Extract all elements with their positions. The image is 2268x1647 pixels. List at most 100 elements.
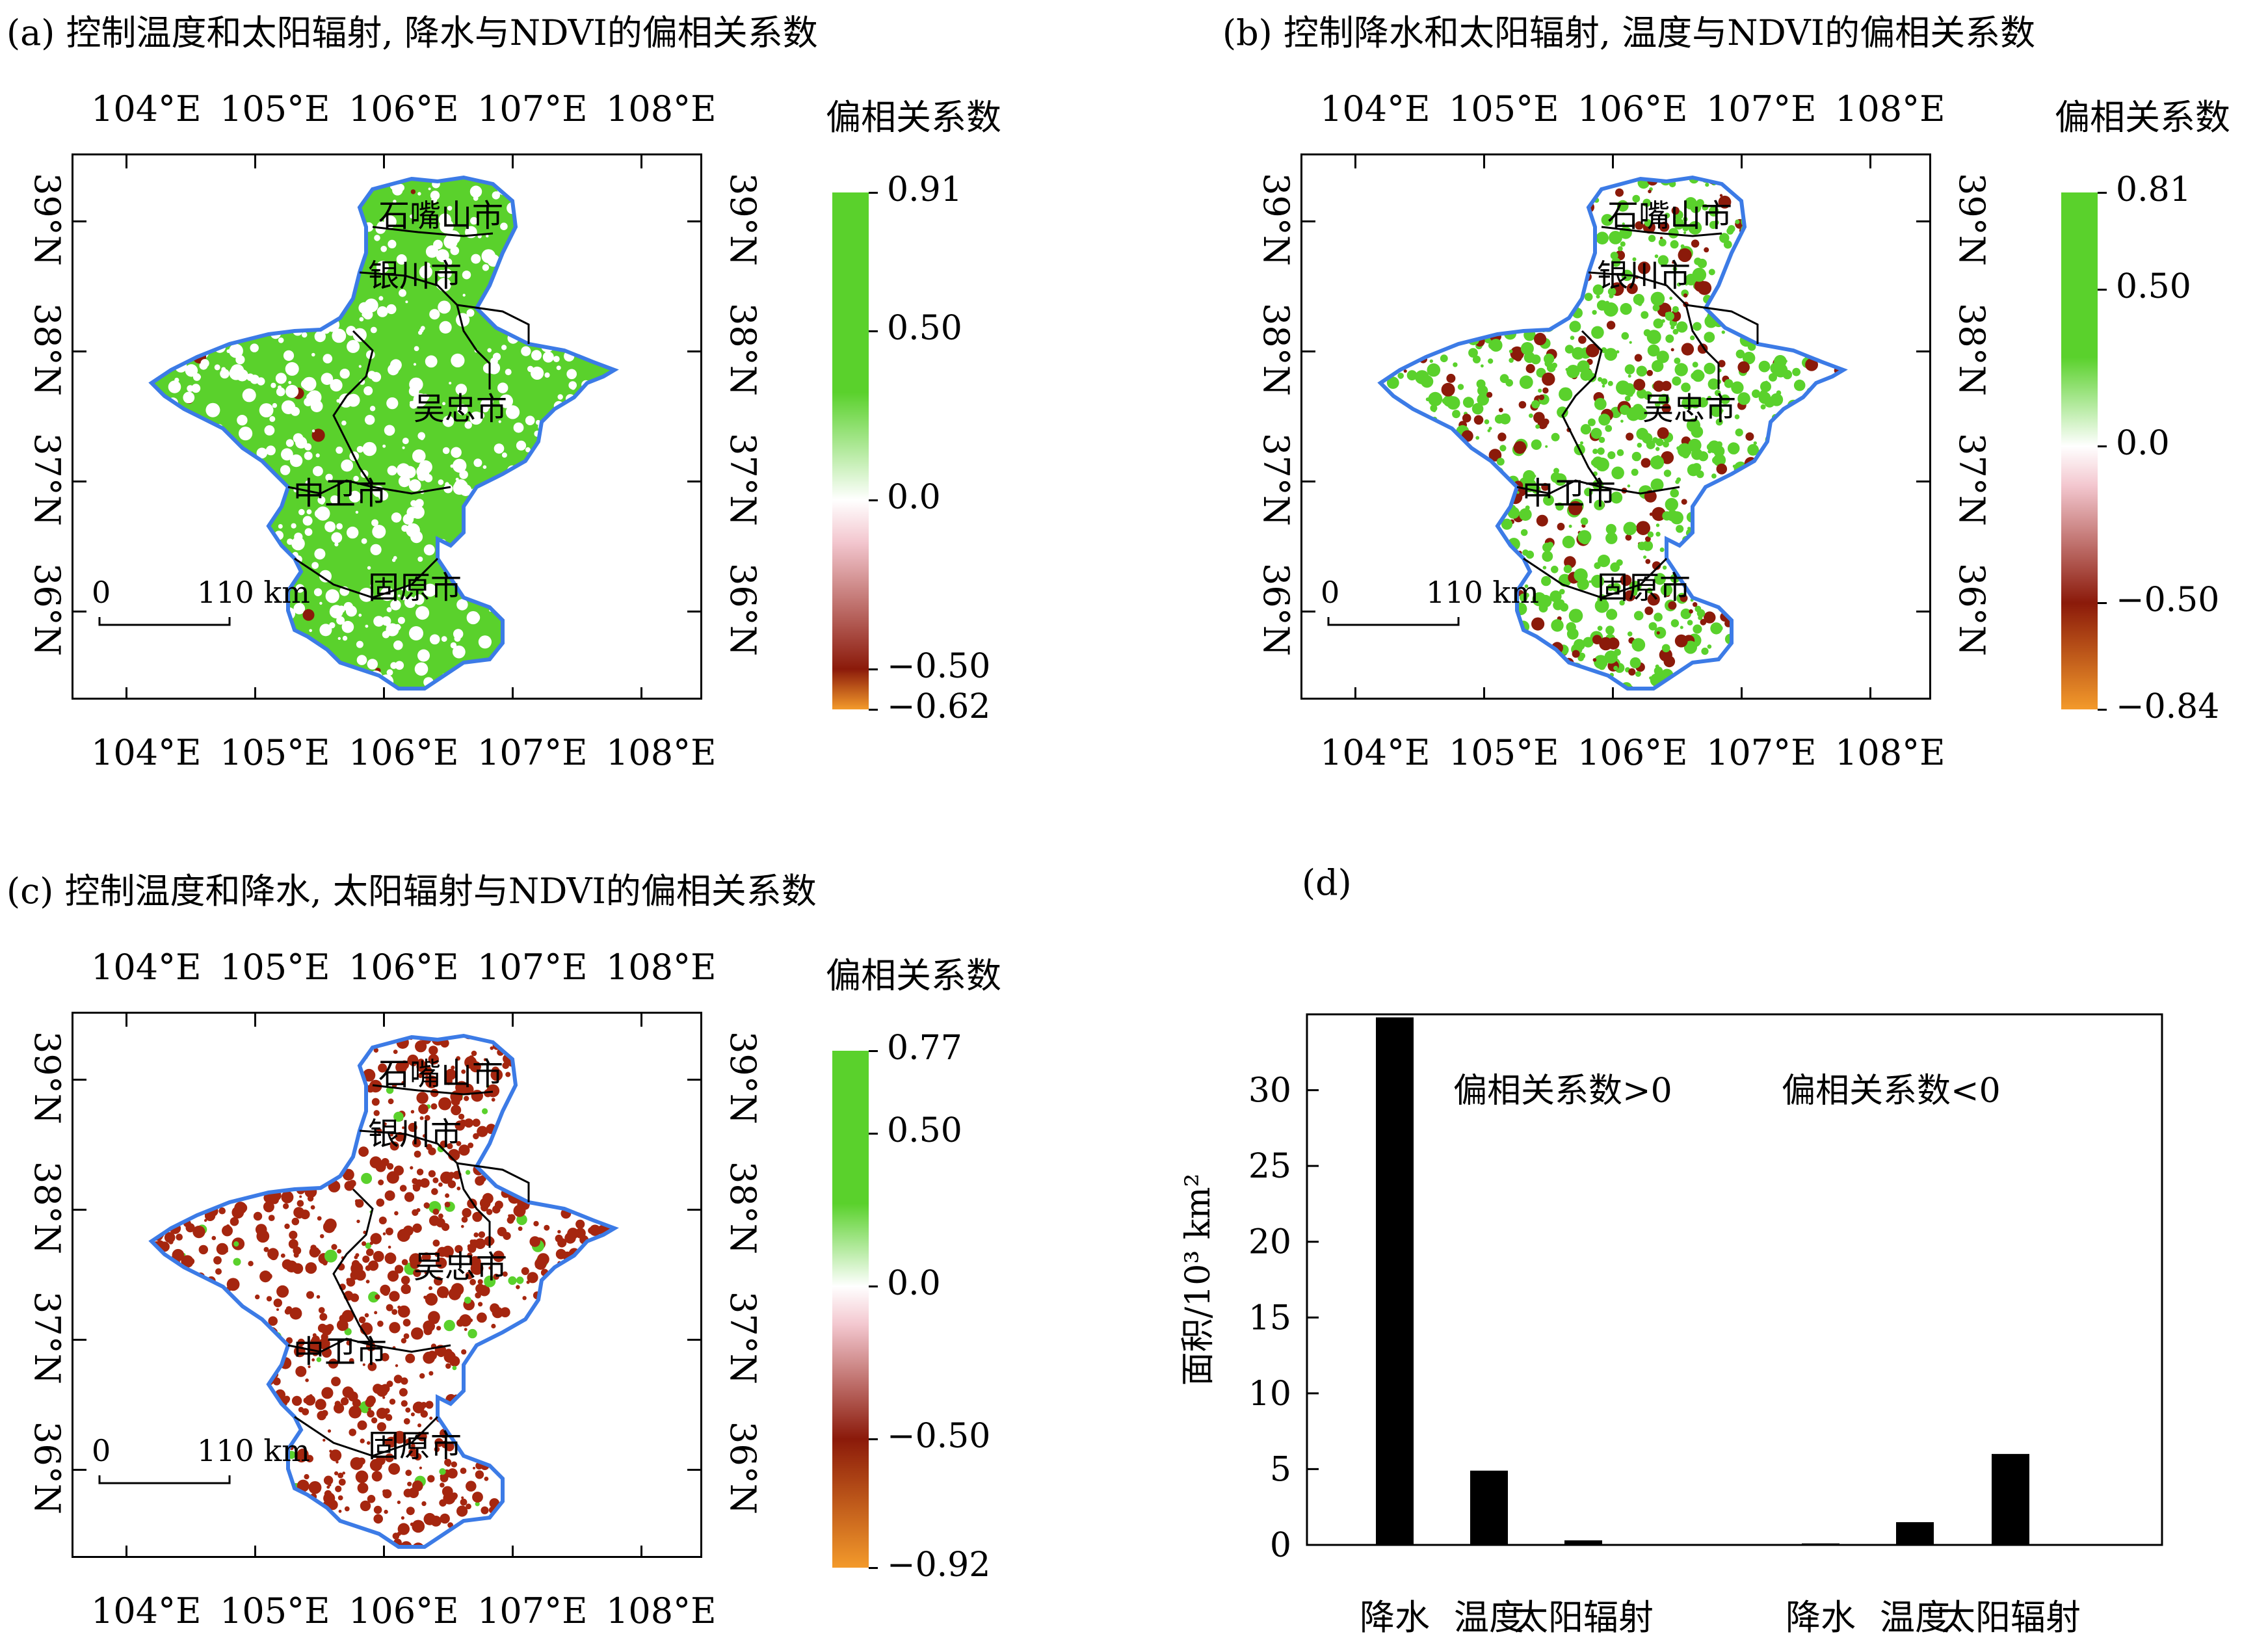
map-tick [1612,687,1614,698]
colorbar-label: 0.81 [2116,170,2191,209]
province-outline [1377,175,1848,691]
colorbar-title: 偏相关系数 [2055,97,2230,138]
lat-label-left: 36°N [27,1421,68,1514]
colorbar-label: 0.0 [887,477,941,517]
map-tick [687,481,700,482]
map-svg [1327,175,1848,691]
lat-label-left: 38°N [1256,303,1297,396]
lat-label-right: 39°N [722,173,763,266]
colorbar-title: 偏相关系数 [826,97,1001,138]
lat-label-right: 38°N [1951,303,1992,396]
map-tick [1354,155,1356,168]
map-tick [1302,481,1315,482]
lon-label-bottom: 108°E [606,1590,717,1631]
city-label: 吴忠市 [413,391,508,427]
lat-label-left: 39°N [1256,173,1297,266]
lon-label-bottom: 108°E [1835,732,1945,773]
colorbar-label: −0.50 [2116,581,2220,620]
city-label: 中卫市 [1522,475,1616,512]
panel-b-title: (b) 控制降水和太阳辐射, 温度与NDVI的偏相关系数 [1222,12,2036,53]
lon-label-top: 107°E [477,88,588,129]
province-fill [1380,178,1843,689]
colorbar-tick [2098,192,2107,194]
map-tick [1916,220,1929,222]
lat-label-right: 38°N [722,1161,763,1254]
prefecture-border [1516,479,1602,495]
panel-c-title: (c) 控制温度和降水, 太阳辐射与NDVI的偏相关系数 [7,871,817,912]
city-label: 吴忠市 [1642,391,1737,427]
colorbar-tick [869,1567,878,1569]
group-label: 偏相关系数>0 [1453,1072,1672,1111]
lon-label-top: 105°E [220,88,330,129]
colorbar-label: 0.0 [887,1264,941,1304]
map-tick [383,687,385,698]
prefecture-border [1685,304,1759,344]
lat-label-right: 38°N [722,303,763,396]
colorbar-tick [869,1133,878,1135]
map-frame: 石嘴山市 银川市 吴忠市 中卫市 固原市 0 110 km [72,1012,702,1558]
city-label: 石嘴山市 [378,198,504,234]
colorbar-tick [2098,602,2107,605]
map-tick [1916,611,1929,613]
bar-0 [1376,1017,1414,1545]
lon-label-bottom: 107°E [477,1590,588,1631]
colorbar-tick [869,668,878,670]
map-tick [383,1546,385,1556]
scale-zero: 0 [92,1433,111,1468]
x-tick-label: 温度 [1880,1597,1950,1638]
map-tick [512,155,514,168]
lon-label-top: 108°E [606,88,717,129]
scale-distance: 110 km [1426,575,1539,610]
lon-label-bottom: 107°E [1706,732,1817,773]
lat-label-right: 39°N [1951,173,1992,266]
map-tick [254,155,256,168]
colorbar-tick [869,192,878,194]
map-tick [687,1209,700,1211]
prefecture-border [1588,271,1720,389]
prefecture-border [372,1084,494,1096]
x-tick-label: 降水 [1360,1597,1430,1638]
city-label: 石嘴山市 [1607,198,1733,234]
lon-label-bottom: 106°E [1577,732,1688,773]
map-tick [640,155,642,168]
prefecture-border [287,479,373,495]
bar-1 [1470,1470,1508,1545]
map-tick [512,687,514,698]
map-tick [125,1014,127,1027]
lon-label-top: 106°E [1577,88,1688,129]
lat-label-right: 39°N [722,1031,763,1124]
y-tick-label: 10 [1248,1375,1291,1414]
map-svg [98,1033,619,1549]
scale-zero: 0 [1321,575,1340,610]
y-tick-label: 0 [1270,1526,1291,1565]
lon-label-top: 107°E [477,947,588,988]
prefecture-border [287,1337,373,1353]
y-tick-label: 15 [1248,1298,1291,1337]
map-tick [640,1014,642,1027]
colorbar-tick [869,709,878,711]
city-label: 银川市 [367,257,462,294]
prefecture-border [372,226,494,237]
lon-label-bottom: 107°E [477,732,588,773]
map-tick [1869,155,1871,168]
lon-label-top: 104°E [1320,88,1431,129]
city-label: 中卫市 [293,475,388,512]
map-tick [512,1546,514,1556]
lat-label-left: 36°N [1256,563,1297,656]
lon-label-top: 108°E [606,947,717,988]
map-tick [640,687,642,698]
lat-label-right: 36°N [722,1421,763,1514]
map-tick [687,1469,700,1471]
map-tick [512,1014,514,1027]
colorbar-tick [869,1285,878,1288]
city-label: 银川市 [367,1116,462,1152]
colorbar-gradient [832,1051,869,1568]
x-tick-label: 太阳辐射 [1940,1597,2081,1638]
lon-label-bottom: 104°E [91,732,202,773]
colorbar-tick [2098,445,2107,448]
city-label: 固原市 [1596,570,1691,606]
map-tick [254,1014,256,1027]
lat-label-right: 37°N [722,433,763,526]
lon-label-bottom: 106°E [349,732,459,773]
map-tick [1612,155,1614,168]
